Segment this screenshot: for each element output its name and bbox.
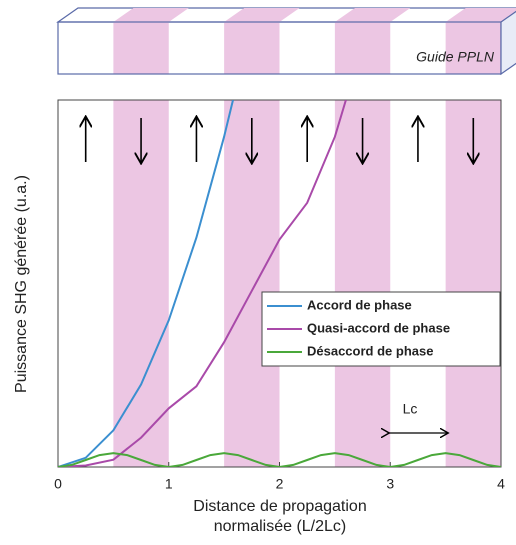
legend-label: Accord de phase bbox=[307, 297, 412, 312]
guide-stripe bbox=[334, 22, 391, 74]
guide-stripe bbox=[113, 22, 169, 74]
y-axis-label: Puissance SHG générée (u.a.) bbox=[13, 175, 30, 393]
x-axis-label: Distance de propagation bbox=[193, 498, 366, 515]
annotation: Lc bbox=[403, 401, 418, 417]
legend-label: Désaccord de phase bbox=[307, 343, 433, 358]
series-line bbox=[58, 100, 347, 467]
guide-label: Guide PPLN bbox=[416, 49, 495, 65]
series-line bbox=[58, 100, 234, 467]
x-tick-label: 0 bbox=[54, 476, 62, 492]
x-tick-label: 3 bbox=[386, 476, 394, 492]
guide-top-stripe bbox=[334, 8, 411, 22]
guide-side bbox=[500, 10, 516, 76]
guide-stripe bbox=[224, 22, 280, 74]
x-tick-label: 2 bbox=[276, 476, 284, 492]
series-line bbox=[58, 452, 501, 467]
legend-label: Quasi-accord de phase bbox=[307, 320, 450, 335]
guide-top-stripe bbox=[445, 8, 516, 22]
x-tick-label: 1 bbox=[165, 476, 173, 492]
guide-top-stripe bbox=[113, 8, 189, 22]
guide-top-stripe bbox=[224, 8, 300, 22]
guide-stripe bbox=[445, 22, 501, 74]
guide bbox=[56, 7, 516, 76]
x-axis-label: normalisée (L/2Lc) bbox=[214, 518, 347, 535]
x-tick-label: 4 bbox=[497, 476, 505, 492]
